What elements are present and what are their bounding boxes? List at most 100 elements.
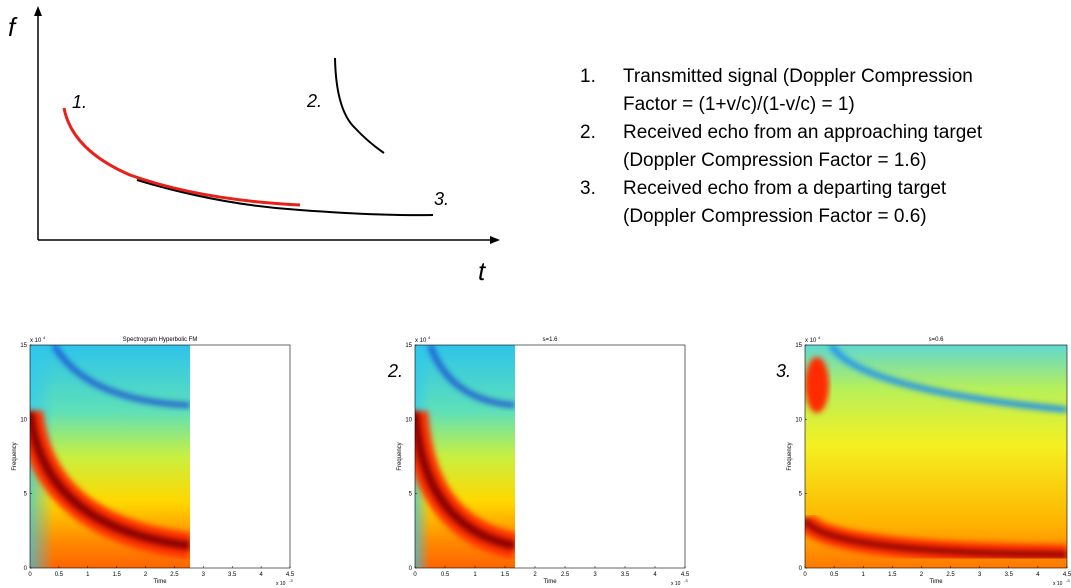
curve-label: 2. (306, 91, 322, 111)
x-tick-label: 2 (533, 572, 537, 578)
x-tick-label: 0.5 (830, 572, 839, 578)
x-tick-label: 4 (259, 572, 263, 578)
y-axis-label: Frequency (397, 442, 403, 470)
x-tick-label: 4.5 (286, 572, 295, 578)
spectrogram-image (30, 345, 190, 568)
x-exponent-power: -3 (1066, 578, 1070, 583)
x-tick-label: 3 (202, 572, 206, 578)
panel-title: s=1.6 (543, 337, 559, 343)
item-text: (Doppler Compression Factor = 0.6) (623, 206, 927, 227)
panel-marker: 2. (387, 361, 403, 381)
x-exponent: x 10 (671, 581, 681, 587)
y-tick-label: 0 (24, 566, 28, 572)
panel-title: s=0.6 (929, 337, 945, 343)
y-exponent-power: 4 (43, 335, 46, 340)
item-text: Received echo from an approaching target (623, 122, 983, 143)
x-tick-label: 1 (86, 572, 90, 578)
x-tick-label: 0 (413, 572, 417, 578)
x-tick-label: 4.5 (1063, 572, 1071, 578)
x-tick-label: 3 (978, 572, 982, 578)
y-exponent: x 10 (415, 338, 427, 344)
x-tick-label: 1.5 (112, 572, 121, 578)
curve-label: 3. (434, 189, 449, 209)
curve-label: 1. (72, 92, 87, 112)
panel-title: Spectrogram Hyperbolic FM (123, 337, 198, 343)
x-tick-label: 4 (653, 572, 657, 578)
sketch (34, 6, 500, 244)
y-exponent: x 10 (30, 338, 42, 344)
curve-1 (62, 107, 301, 207)
x-tick-label: 2 (920, 572, 924, 578)
energy-ridge (805, 517, 1067, 558)
arrow-head (490, 236, 500, 244)
item-number: 3. (580, 178, 596, 199)
f-label: f (8, 12, 18, 42)
x-tick-label: 1 (473, 572, 477, 578)
x-exponent: x 10 (276, 581, 286, 587)
x-tick-label: 0.5 (55, 572, 64, 578)
t-label: t (478, 256, 487, 286)
x-tick-label: 3.5 (228, 572, 237, 578)
item-text: (Doppler Compression Factor = 1.6) (623, 150, 927, 171)
x-tick-label: 0 (803, 572, 807, 578)
legend: 1. Transmitted signal (Doppler Compressio… (580, 66, 983, 227)
y-axis-label: Frequency (12, 442, 18, 470)
x-tick-label: 0 (28, 572, 32, 578)
energy-ridge (415, 411, 515, 551)
spectrogram: 0 0.5 1 1.5 2 2.5 3 3.5 4 4.5 0 5 10 15 s=0.6 Time Frequ… (787, 335, 1071, 587)
y-exponent-power: 4 (428, 335, 431, 340)
x-tick-label: 3 (593, 572, 597, 578)
item-text: Transmitted signal (Doppler Compression (623, 66, 973, 87)
x-exponent-power: -3 (289, 578, 293, 583)
spectrogram-image (415, 345, 515, 568)
x-exponent: x 10 (1053, 581, 1063, 587)
frame (29, 344, 291, 569)
x-tick-label: 4 (1036, 572, 1040, 578)
y-axis-label: Frequency (787, 442, 793, 470)
energy-ridge (30, 411, 190, 551)
y-tick-label: 10 (20, 417, 27, 423)
x-tick-label: 1.5 (888, 572, 897, 578)
y-tick-label: 5 (409, 492, 413, 498)
x-tick-label: 1 (862, 572, 866, 578)
x-tick-label: 0.5 (441, 572, 450, 578)
item-number: 2. (580, 122, 596, 143)
energy-blob (805, 357, 829, 413)
y-tick-label: 0 (799, 566, 803, 572)
blue-ridge (828, 345, 1067, 413)
x-tick-label: 2.5 (170, 572, 179, 578)
y-tick-label: 5 (799, 492, 803, 498)
blue-ridge (51, 345, 190, 408)
blue-ridge (427, 345, 515, 408)
curve-2 (334, 57, 385, 154)
item-number: 1. (580, 66, 596, 87)
item-text: Factor = (1+v/c)/(1-v/c) = 1) (623, 94, 855, 115)
y-tick-label: 15 (405, 343, 412, 349)
x-axis-label: Time (153, 579, 167, 585)
x-tick-label: 2.5 (561, 572, 570, 578)
y-tick-label: 0 (409, 566, 413, 572)
x-exponent-power: -3 (684, 578, 688, 583)
frame (414, 344, 686, 569)
spectrogram-image (805, 345, 1067, 568)
x-tick-label: 3.5 (621, 572, 630, 578)
x-tick-label: 2.5 (946, 572, 955, 578)
x-tick-label: 3.5 (1005, 572, 1014, 578)
panel-marker: 3. (776, 361, 791, 381)
x-tick-label: 1.5 (501, 572, 510, 578)
x-axis-label: Time (929, 579, 943, 585)
x-axis-label: Time (543, 579, 557, 585)
y-tick-label: 10 (405, 417, 412, 423)
curve-3 (136, 179, 434, 217)
item-text: Received echo from a departing target (623, 178, 947, 199)
y-tick-label: 5 (24, 492, 28, 498)
frame (804, 344, 1068, 569)
y-exponent-power: 4 (818, 335, 821, 340)
y-tick-label: 15 (795, 343, 802, 349)
spectrogram: 0 0.5 1 1.5 2 2.5 3 3.5 4 4.5 0 5 10 15 s=1.6 Time Frequ… (397, 335, 690, 587)
x-tick-label: 4.5 (681, 572, 690, 578)
spectrogram: 0 0.5 1 1.5 2 2.5 3 3.5 4 4.5 0 5 10 15 Spectrogram Hy… (12, 335, 295, 587)
y-tick-label: 15 (20, 343, 27, 349)
